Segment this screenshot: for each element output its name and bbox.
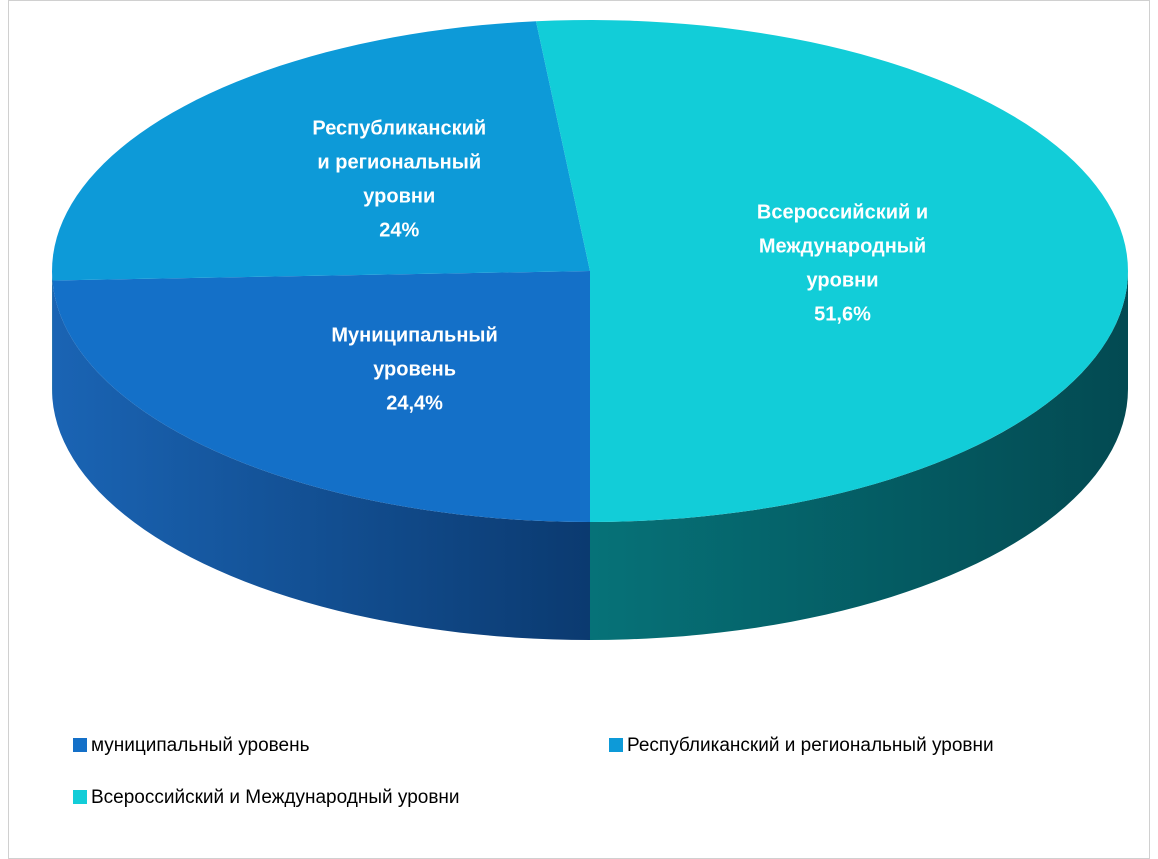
slice-label: Республиканский bbox=[312, 118, 486, 140]
slice-label: Муниципальный bbox=[331, 325, 497, 347]
slice-side bbox=[52, 280, 590, 640]
legend-swatch bbox=[73, 790, 87, 804]
slice-label: уровень bbox=[373, 359, 456, 381]
legend-swatch bbox=[73, 738, 87, 752]
slice-label: уровни bbox=[363, 186, 435, 208]
value-label: 24% bbox=[379, 220, 419, 242]
legend-label: Республиканский и региональный уровни bbox=[627, 735, 994, 756]
slice-label: уровни bbox=[807, 269, 879, 291]
slice-label: Всероссийский и bbox=[757, 201, 928, 223]
legend-label: муниципальный уровень bbox=[91, 735, 310, 756]
slice-side bbox=[590, 271, 1128, 640]
legend-label: Всероссийский и Международный уровни bbox=[91, 787, 460, 808]
value-label: 24,4% bbox=[386, 393, 443, 415]
slice bbox=[52, 21, 590, 281]
slice bbox=[52, 271, 590, 522]
slice-label: и региональный bbox=[317, 152, 481, 174]
legend-swatch bbox=[609, 738, 623, 752]
value-label: 51,6% bbox=[814, 303, 871, 325]
slice bbox=[536, 20, 1128, 522]
slice-label: Международный bbox=[759, 235, 926, 257]
